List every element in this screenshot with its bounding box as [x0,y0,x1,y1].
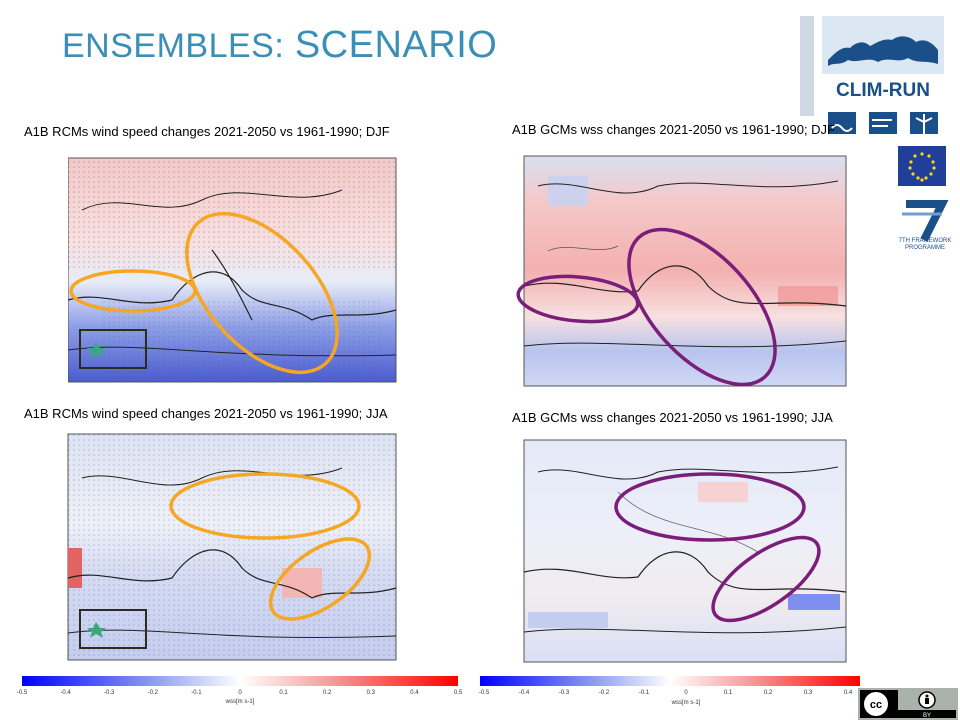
clim-run-logo [822,16,944,134]
colorbar-right: -0.5 -0.4 -0.3 -0.2 -0.1 0 0.1 0.2 0.3 0… [479,676,860,706]
map-gcm-jja [523,439,847,663]
title-main: SCENARIO [294,24,498,66]
fp7-logo [902,200,949,242]
highlight-ellipse [268,537,372,621]
colorbar-tick: 0.2 [764,690,773,696]
colorbar-tick: 0.5 [454,690,463,696]
colorbar-tick: -0.2 [148,690,159,696]
highlight-ellipse [169,472,361,540]
map-gcm-djf [516,155,847,387]
star-marker-icon [87,622,106,638]
colorbar-tick: -0.3 [104,690,115,696]
cc-by-license: cc BY [858,688,958,720]
panel-title-rcm-djf: A1B RCMs wind speed changes 2021-2050 vs… [24,124,390,139]
colorbar-tick: 0.1 [724,690,733,696]
fp7-text: 7TH FRAMEWORK PROGRAMME [898,238,952,251]
marker-box [79,609,147,649]
eu-flag-icon [898,146,946,186]
star-marker-icon [87,342,106,358]
map-rcm-jja [67,433,397,661]
colorbar-left: -0.5 -0.4 -0.3 -0.2 -0.1 0 0.1 0.2 0.3 0… [17,676,463,705]
highlight-ellipse [185,211,339,375]
license-label: BY [923,713,931,719]
map-rcm-djf [62,150,397,386]
colorbar-tick: -0.5 [17,690,28,696]
marker-box [79,329,147,369]
colorbar-tick: 0 [238,690,242,696]
svg-text:cc: cc [870,699,882,711]
highlight-ellipse [614,472,806,542]
title-prefix: ENSEMBLES: [62,27,285,65]
highlight-ellipse [627,227,777,387]
colorbar-tick: 0.2 [323,690,332,696]
colorbar-label: wss[m s-1] [671,700,701,706]
colorbar-tick: 0.3 [367,690,376,696]
colorbar-tick: -0.3 [559,690,570,696]
page-title: ENSEMBLES: SCENARIO [62,24,497,67]
panel-title-gcm-djf: A1B GCMs wss changes 2021-2050 vs 1961-1… [512,122,836,137]
colorbar-tick: -0.1 [191,690,202,696]
wave-icon [828,112,856,134]
highlight-ellipse [516,274,640,324]
highlight-ellipse [711,535,821,623]
wind-icon [869,112,897,134]
colorbar-tick: 0.4 [844,690,853,696]
colorbar-tick: -0.5 [479,690,490,696]
colorbar-tick: -0.4 [60,690,71,696]
logo-divider [800,16,814,116]
panel-title-rcm-jja: A1B RCMs wind speed changes 2021-2050 vs… [24,406,388,421]
colorbar-tick: 0.3 [804,690,813,696]
colorbar-tick: -0.1 [639,690,650,696]
colorbar-tick: -0.4 [519,690,530,696]
cc-icon [864,692,888,716]
colorbar-tick: 0 [684,690,688,696]
logo-text: CLIM-RUN [836,80,930,101]
colorbar-label: wss[m s-1] [225,699,255,705]
colorbar-tick: -0.2 [599,690,610,696]
colorbar-tick: 0.1 [279,690,288,696]
colorbar-tick: 0.4 [410,690,419,696]
panel-title-gcm-jja: A1B GCMs wss changes 2021-2050 vs 1961-1… [512,410,833,425]
